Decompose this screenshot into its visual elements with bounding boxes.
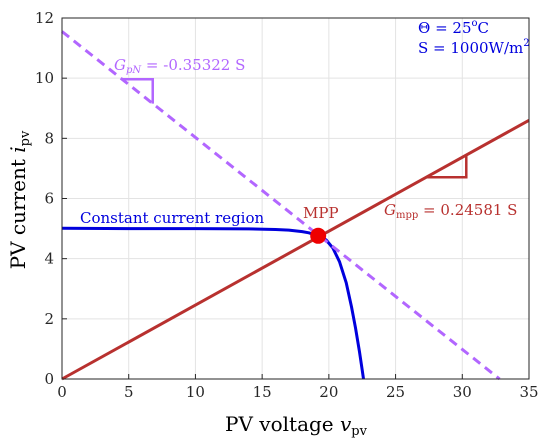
g-mpp-slope-triangle [426, 155, 468, 179]
y-tick-label: 8 [44, 129, 54, 147]
y-tick-label: 6 [44, 190, 54, 208]
x-axis-label-sub: pv [351, 424, 367, 439]
y-axis-label: PV current ipv [6, 130, 33, 269]
x-axis-label-var: v [340, 412, 352, 436]
theta-symbol: Θ [418, 19, 430, 37]
irr-sup: 2 [523, 38, 529, 49]
x-tick-label: 20 [319, 383, 338, 401]
mpp-conductance-line [61, 118, 530, 381]
x-tick-label: 15 [253, 383, 272, 401]
g-mpp-annotation: Gmpp = 0.24581 S [384, 201, 517, 221]
x-tick-label: 30 [453, 383, 472, 401]
irr-main: S = 1000W/m [418, 39, 523, 57]
y-tick-label: 10 [35, 69, 54, 87]
g-mpp-value: = 0.24581 S [418, 201, 517, 219]
y-axis-label-sub: pv [18, 130, 33, 146]
iv-curve-line [61, 226, 365, 380]
y-axis-label-main: PV current [6, 153, 30, 270]
x-tick-label: 25 [386, 383, 405, 401]
g-pn-annotation: GpN = -0.35322 S [114, 56, 245, 76]
y-axis-label-var: i [6, 146, 30, 152]
irradiance-annotation: S = 1000W/m2 [418, 38, 530, 57]
x-tick-label: 0 [57, 383, 67, 401]
g-mpp-var: G [384, 201, 396, 219]
x-tick-label: 35 [519, 383, 538, 401]
x-axis-label-main: PV voltage [225, 412, 340, 436]
g-pn-sub: pN [126, 65, 142, 76]
x-tick-label: 10 [186, 383, 205, 401]
g-pn-slope-triangle [122, 77, 154, 104]
y-tick-label: 2 [44, 310, 54, 328]
g-pn-value: = -0.35322 S [141, 56, 245, 74]
mpp-marker [310, 227, 327, 244]
pn-conductance-line [61, 30, 501, 381]
y-tick-label: 12 [35, 9, 54, 27]
tick-labels: 0 5 10 15 20 25 30 35 0 2 4 6 8 10 12 [35, 9, 539, 401]
mpp-label: MPP [303, 204, 339, 222]
temperature-annotation: Θ = 25oC [418, 18, 489, 37]
x-tick-label: 5 [124, 383, 134, 401]
theta-sup: o [472, 18, 478, 29]
x-axis-label: PV voltage vpv [225, 412, 368, 439]
y-tick-label: 4 [44, 250, 54, 268]
theta-unit: C [478, 19, 489, 37]
grid [61, 17, 530, 380]
constant-current-label: Constant current region [80, 209, 265, 227]
g-mpp-sub: mpp [396, 210, 418, 221]
g-pn-var: G [114, 56, 126, 74]
theta-eq: = 25 [430, 19, 471, 37]
y-tick-label: 0 [44, 370, 54, 388]
